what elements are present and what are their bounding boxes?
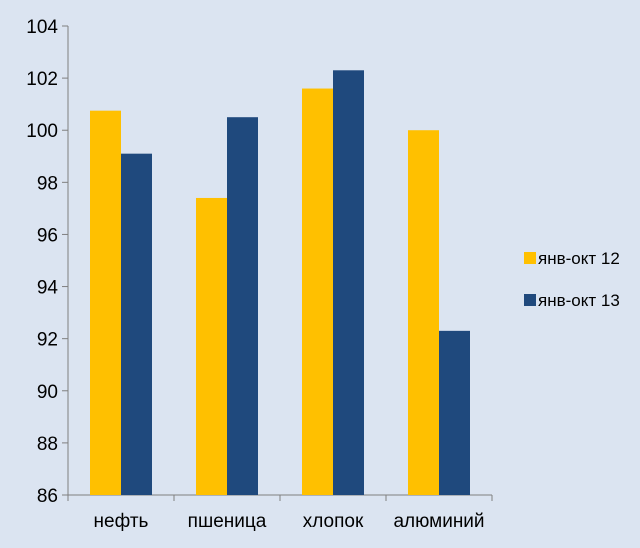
y-tick-label: 102 [26,69,58,90]
x-category-label: пшеница [188,511,267,532]
legend-swatch [524,294,536,306]
legend-swatch [524,252,536,264]
bar [333,70,364,496]
bar [196,197,227,495]
y-tick-label: 100 [26,121,58,142]
bar [408,130,439,495]
bar [439,330,470,495]
y-axis: 86 88 90 92 94 96 98 100 102 104 [26,17,69,507]
legend-label: янв-окт 12 [538,249,620,268]
x-category-label: алюминий [393,511,484,532]
y-tick-label: 96 [37,225,58,246]
x-category-label: нефть [94,511,149,532]
bars [90,70,470,496]
y-tick-label: 88 [37,434,58,455]
y-tick-label: 92 [37,330,58,351]
y-tick-label: 104 [26,17,58,38]
y-tick-label: 86 [37,486,58,507]
y-tick-label: 90 [37,382,58,403]
legend-label: янв-окт 13 [538,291,620,310]
y-tick-label: 94 [37,278,59,299]
x-axis: нефть пшеница хлопок алюминий [67,494,493,532]
bar [121,153,152,495]
bar [227,117,258,495]
bar [302,88,333,496]
x-category-label: хлопок [303,511,364,532]
bar [90,110,121,496]
legend: янв-окт 12 янв-окт 13 [524,249,620,310]
y-tick-label: 98 [37,173,58,194]
